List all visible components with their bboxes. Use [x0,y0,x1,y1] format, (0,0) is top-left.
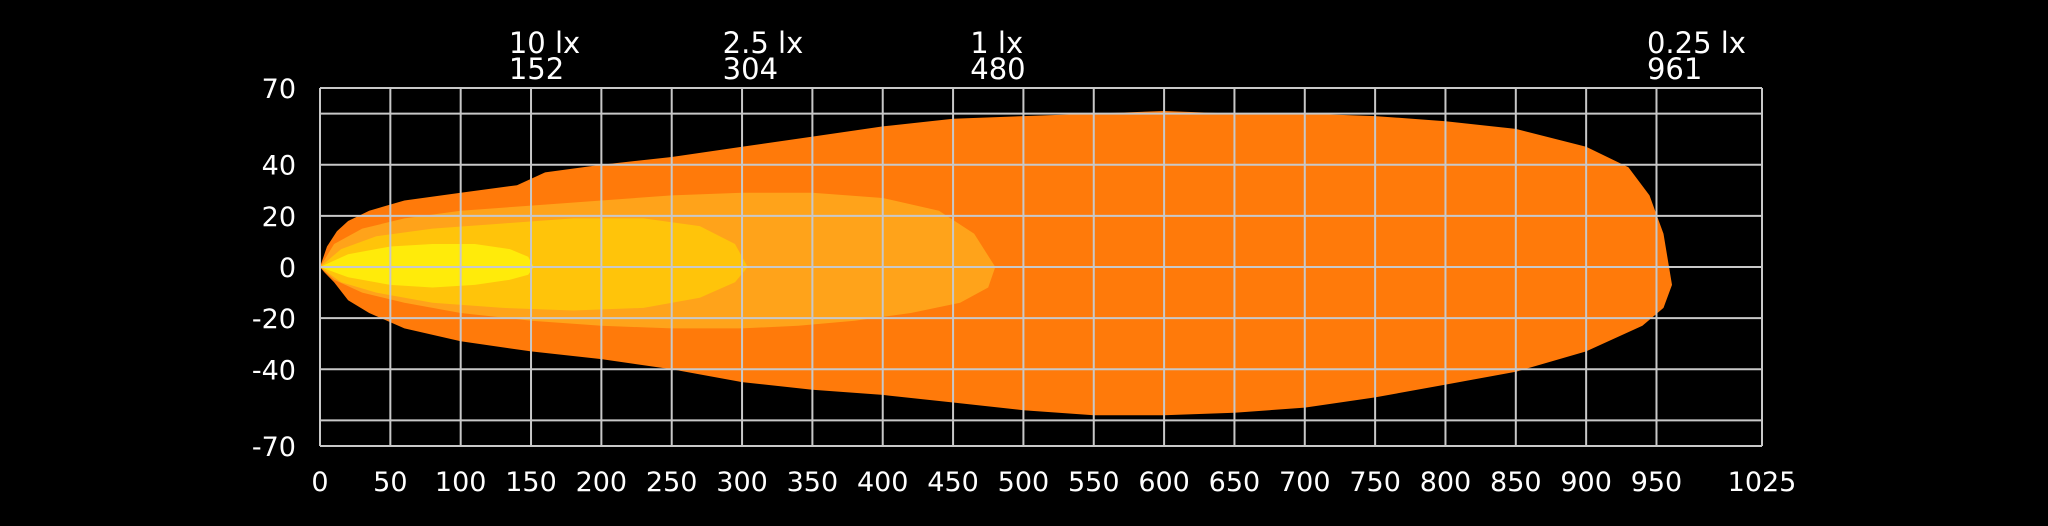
y-tick-label: 0 [279,253,296,284]
x-tick-label: 650 [1209,467,1261,498]
x-tick-label: 0 [311,467,328,498]
y-tick-label: 40 [262,151,296,182]
x-tick-label: 200 [576,467,628,498]
x-tick-label: 900 [1560,467,1612,498]
x-tick-label: 1025 [1728,467,1797,498]
lux-level-label: 0.25 lx [1647,26,1746,60]
x-tick-label: 500 [998,467,1050,498]
x-tick-label: 950 [1631,467,1683,498]
x-tick-label: 800 [1420,467,1472,498]
contour-10-lx [320,244,534,288]
chart-grid [319,87,1763,447]
lux-level-label: 1 lx [970,26,1023,60]
x-tick-label: 600 [1138,467,1190,498]
x-tick-label: 400 [857,467,909,498]
lux-level-label: 2.5 lx [723,26,804,60]
y-tick-label: 20 [262,202,296,233]
x-tick-label: 100 [435,467,487,498]
x-tick-label: 50 [373,467,407,498]
y-tick-label: 70 [262,74,296,105]
lux-distance-label: 480 [970,52,1025,86]
lux-distance-label: 152 [509,52,564,86]
x-tick-label: 350 [787,467,839,498]
contour-2-5-lx [320,218,748,311]
x-tick-label: 300 [716,467,768,498]
y-axis-tick-labels: 70 40 20 0 -20 -40 -70 [252,74,296,463]
x-tick-label: 850 [1490,467,1542,498]
lux-distance-label: 304 [723,52,778,86]
beam-contours [320,111,1672,416]
x-tick-label: 150 [505,467,557,498]
x-tick-label: 550 [1068,467,1120,498]
y-tick-label: -40 [252,355,296,386]
x-tick-label: 750 [1349,467,1401,498]
x-tick-label: 250 [646,467,698,498]
x-tick-label: 700 [1279,467,1331,498]
x-axis-tick-labels: 0 50 100 150 200 250 300 350 400 450 500 550 600 650 7… [311,467,1796,498]
x-tick-label: 450 [927,467,979,498]
lux-level-label: 10 lx [509,26,580,60]
contour-0-25-lx [320,111,1672,416]
y-tick-label: -20 [252,304,296,335]
lux-distance-label: 961 [1647,52,1702,86]
y-tick-label: -70 [252,432,296,463]
